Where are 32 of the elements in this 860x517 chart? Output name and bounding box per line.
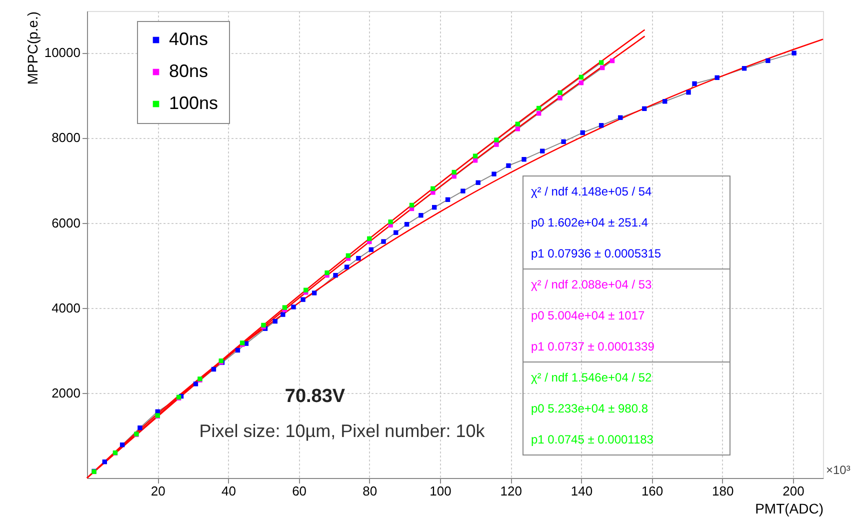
annotation: p1 0.0745 ± 0.0001183 — [531, 432, 654, 446]
y-axis-title: MPPC(p.e.) — [24, 12, 40, 85]
legend-label: 40ns — [169, 29, 208, 49]
x-tick-label: 80 — [362, 484, 378, 498]
annotation: p0 5.004e+04 ± 1017 — [531, 308, 646, 322]
x-tick-label: 140 — [570, 484, 593, 498]
x-tick-label: 160 — [641, 484, 664, 498]
legend-label: 80ns — [169, 61, 208, 81]
annotation: p1 0.0737 ± 0.0001339 — [531, 340, 655, 354]
annotation: 70.83V — [284, 386, 346, 407]
legend-label: 100ns — [169, 93, 218, 113]
annotation: χ² / ndf 1.546e+04 / 52 — [531, 370, 652, 384]
x-tick-label: 120 — [500, 484, 522, 498]
annotation: p0 1.602e+04 ± 251.4 — [531, 216, 648, 230]
x-tick-label: 60 — [292, 484, 307, 498]
y-tick-label: 6000 — [52, 215, 80, 230]
y-tick-label: 4000 — [52, 300, 80, 316]
annotation: χ² / ndf 2.088e+04 / 53 — [531, 278, 652, 292]
x-tick-label: 40 — [221, 484, 236, 498]
x-tick-label: 100 — [430, 484, 452, 498]
annotation: p0 5.233e+04 ± 980.8 — [531, 402, 648, 416]
text: ×10³ — [826, 463, 850, 477]
y-tick-label: 8000 — [52, 130, 80, 146]
x-axis-title: PMT(ADC) — [755, 500, 824, 516]
x-tick-label: 200 — [782, 484, 804, 498]
x-tick-label: 20 — [150, 484, 166, 498]
annotation: p1 0.07936 ± 0.0005315 — [531, 246, 662, 260]
y-tick-label: 2000 — [52, 385, 80, 400]
annotation: χ² / ndf 4.148e+05 / 54 — [531, 184, 652, 198]
x-tick-label: 180 — [712, 484, 734, 498]
annotation: Pixel size: 10µm, Pixel number: 10k — [199, 421, 486, 441]
y-tick-label: 10000 — [44, 45, 80, 60]
